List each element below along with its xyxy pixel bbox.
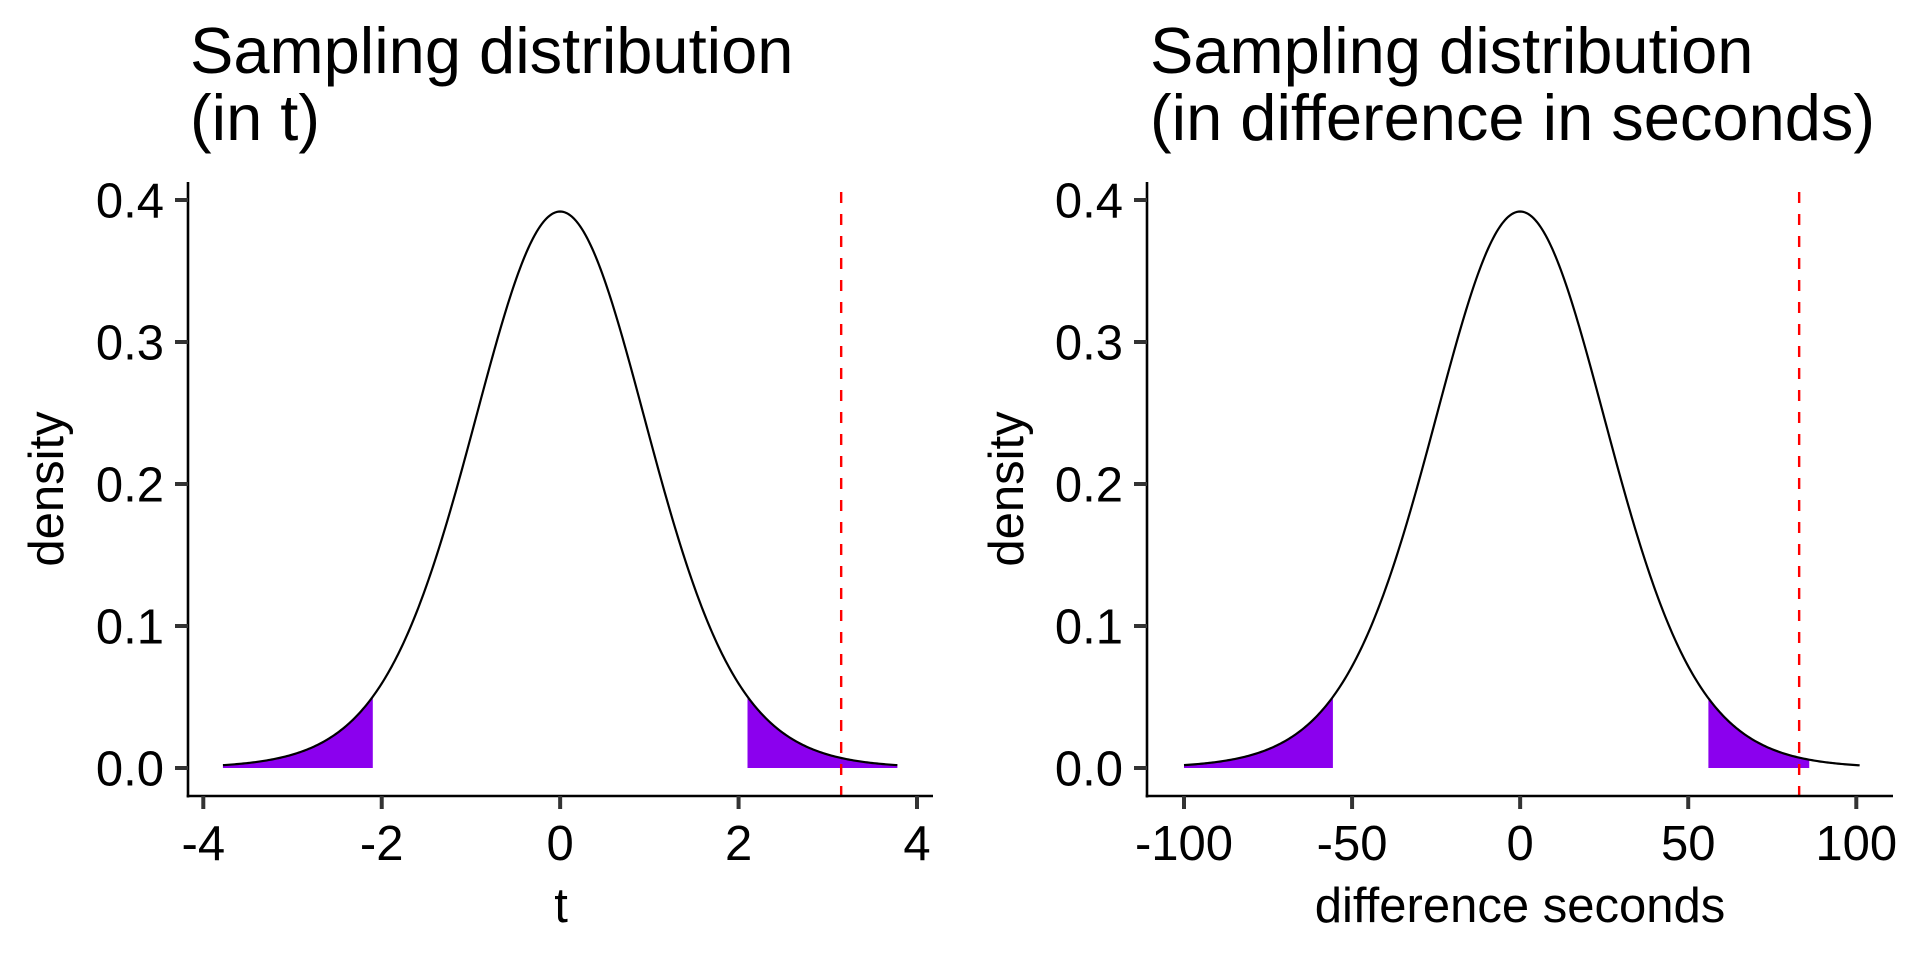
y-tick-label: 0.0 bbox=[1055, 743, 1123, 797]
x-tick-label: 0 bbox=[547, 817, 574, 871]
y-tick-label: 0.2 bbox=[1055, 459, 1123, 513]
chart-title-line-2: (in difference in seconds) bbox=[1150, 81, 1875, 154]
y-tick-label: 0.1 bbox=[96, 601, 164, 655]
y-axis-label: density bbox=[980, 411, 1034, 567]
y-tick-label: 0.2 bbox=[96, 459, 164, 513]
plot-area: 0.0 0.1 0.2 0.3 0.4 -100 -50 0 50 100 bbox=[1055, 175, 1897, 872]
chart-title-line-1: Sampling distribution bbox=[1150, 14, 1753, 87]
panel-t: Sampling distribution (in t) t density 0… bbox=[20, 14, 933, 933]
x-tick-label: 100 bbox=[1815, 817, 1897, 871]
x-tick-label: 0 bbox=[1507, 817, 1534, 871]
x-tick-label: 4 bbox=[903, 817, 930, 871]
x-axis-label: t bbox=[554, 879, 568, 933]
panel-difference-seconds: Sampling distribution (in difference in … bbox=[980, 14, 1897, 933]
x-axis-label: difference seconds bbox=[1315, 879, 1725, 933]
x-tick-label: -50 bbox=[1317, 817, 1388, 871]
shaded-region-left bbox=[222, 696, 373, 768]
y-tick-label: 0.4 bbox=[1055, 175, 1123, 229]
x-tick-label: -4 bbox=[182, 817, 226, 871]
density-curve bbox=[1183, 210, 1860, 767]
x-tick-label: 2 bbox=[725, 817, 752, 871]
chart-title-line-2: (in t) bbox=[190, 81, 320, 154]
y-tick-label: 0.4 bbox=[96, 175, 164, 229]
x-tick-label: -2 bbox=[360, 817, 404, 871]
x-tick-label: 50 bbox=[1661, 817, 1716, 871]
chart-title-line-1: Sampling distribution bbox=[190, 14, 793, 87]
density-curve bbox=[222, 210, 898, 767]
y-tick-label: 0.3 bbox=[1055, 317, 1123, 371]
shaded-region-right bbox=[1708, 698, 1810, 768]
x-tick-label: -100 bbox=[1135, 817, 1233, 871]
shaded-region-right bbox=[747, 696, 898, 768]
y-tick-label: 0.3 bbox=[96, 317, 164, 371]
y-tick-label: 0.0 bbox=[96, 743, 164, 797]
y-tick-label: 0.1 bbox=[1055, 601, 1123, 655]
y-axis-label: density bbox=[20, 411, 74, 567]
plot-area: 0.0 0.1 0.2 0.3 0.4 -4 -2 0 2 4 bbox=[96, 175, 933, 871]
shaded-region-left bbox=[1184, 696, 1333, 768]
